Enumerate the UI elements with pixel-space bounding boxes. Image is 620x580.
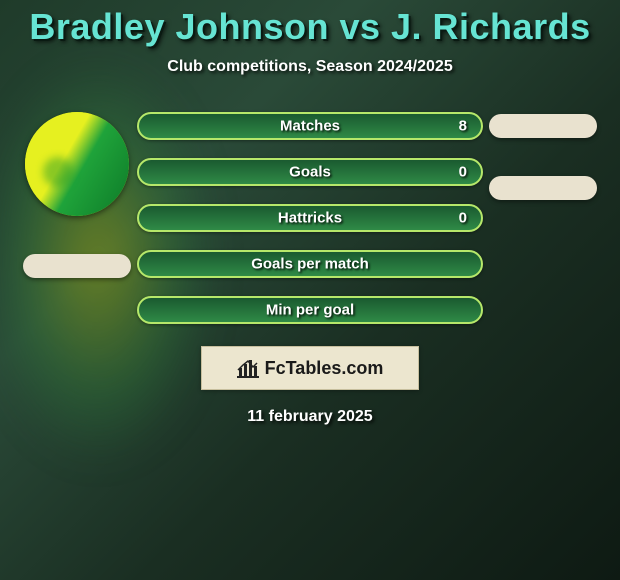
- stat-label: Goals: [289, 164, 331, 181]
- bar-chart-icon: [237, 358, 259, 378]
- content-container: Bradley Johnson vs J. Richards Club comp…: [0, 0, 620, 580]
- player-right-top-pill: [489, 114, 597, 138]
- player-left-name-pill: [23, 254, 131, 278]
- stat-bar-goals: Goals 0: [137, 158, 483, 186]
- comparison-row: Matches 8 Goals 0 Hattricks 0 Goals per …: [0, 112, 620, 324]
- page-title: Bradley Johnson vs J. Richards: [29, 6, 590, 48]
- stat-bar-min-per-goal: Min per goal: [137, 296, 483, 324]
- logo-text: FcTables.com: [265, 358, 384, 379]
- player-left-col: [17, 112, 137, 278]
- stat-value-right: 0: [459, 210, 467, 227]
- stat-label: Hattricks: [278, 210, 342, 227]
- avatar: [25, 112, 129, 216]
- date: 11 february 2025: [247, 408, 372, 426]
- stat-bar-hattricks: Hattricks 0: [137, 204, 483, 232]
- stat-label: Matches: [280, 118, 340, 135]
- subtitle: Club competitions, Season 2024/2025: [167, 58, 452, 76]
- stat-bar-goals-per-match: Goals per match: [137, 250, 483, 278]
- player-right-col: [483, 112, 603, 200]
- player-right-name-pill: [489, 176, 597, 200]
- logo-box: FcTables.com: [201, 346, 419, 390]
- stat-label: Goals per match: [251, 256, 369, 273]
- stat-value-right: 8: [459, 118, 467, 135]
- stat-value-right: 0: [459, 164, 467, 181]
- stat-label: Min per goal: [266, 302, 354, 319]
- avatar-image: [25, 112, 129, 216]
- stats-column: Matches 8 Goals 0 Hattricks 0 Goals per …: [137, 112, 483, 324]
- stat-bar-matches: Matches 8: [137, 112, 483, 140]
